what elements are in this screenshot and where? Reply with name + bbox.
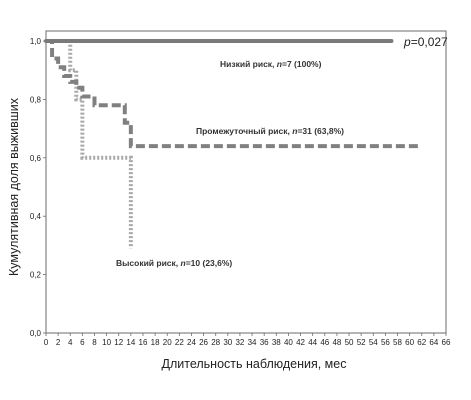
x-tick-label: 40 [284, 338, 293, 347]
y-axis-title: Кумулятивная доля выживших [7, 97, 21, 276]
x-tick-label: 2 [56, 338, 61, 347]
y-tick-label: 0,6 [30, 154, 42, 163]
p-value: p=0,027 [403, 35, 448, 49]
x-tick-label: 16 [139, 338, 148, 347]
x-tick-label: 34 [248, 338, 257, 347]
x-tick-label: 56 [381, 338, 390, 347]
x-tick-label: 46 [320, 338, 329, 347]
label-intermediate-risk: Промежуточный риск, n=31 (63,8%) [196, 126, 344, 136]
series-group [44, 39, 422, 249]
x-tick-label: 60 [405, 338, 414, 347]
x-tick-label: 18 [151, 338, 160, 347]
x-tick-label: 8 [92, 338, 97, 347]
x-tick-label: 28 [211, 338, 220, 347]
x-axis-title: Длительность наблюдения, мес [162, 357, 347, 371]
x-tick-label: 14 [126, 338, 135, 347]
x-tick-label: 62 [417, 338, 426, 347]
label-low-risk: Низкий риск, n=7 (100%) [220, 59, 322, 69]
x-tick-label: 52 [357, 338, 366, 347]
x-tick-label: 38 [272, 338, 281, 347]
x-tick-label: 42 [296, 338, 305, 347]
series-high-risk [46, 39, 133, 249]
plot-border [45, 30, 447, 334]
x-tick-label: 50 [345, 338, 354, 347]
series-intermediate-risk [46, 39, 422, 149]
x-tick-label: 48 [332, 338, 341, 347]
plot-frame [45, 30, 447, 334]
x-tick-label: 20 [163, 338, 172, 347]
x-tick-label: 32 [235, 338, 244, 347]
x-tick-label: 30 [223, 338, 232, 347]
y-tick-label: 0,0 [30, 329, 42, 338]
y-tick-label: 1,0 [30, 37, 42, 46]
x-tick-label: 36 [260, 338, 269, 347]
y-tick-label: 0,8 [30, 95, 42, 104]
x-tick-label: 64 [429, 338, 438, 347]
x-tick-label: 10 [102, 338, 111, 347]
y-tick-label: 0,2 [30, 271, 42, 280]
x-tick-label: 6 [80, 338, 85, 347]
x-tick-label: 44 [308, 338, 317, 347]
axes: 0 2 4 6 8 10 12 14 16 18 20 22 24 26 28 30 32 34 36 38 40 42 4… [7, 37, 451, 371]
x-tick-label: 4 [68, 338, 73, 347]
x-tick-label: 0 [44, 338, 49, 347]
x-tick-label: 66 [442, 338, 451, 347]
x-tick-label: 58 [393, 338, 402, 347]
labels-group: Низкий риск, n=7 (100%) Промежуточный рис… [116, 35, 448, 268]
x-tick-label: 54 [369, 338, 378, 347]
label-high-risk: Высокий риск, n=10 (23,6%) [116, 258, 232, 268]
x-tick-label: 22 [175, 338, 184, 347]
x-tick-label: 24 [187, 338, 196, 347]
y-tick-label: 0,4 [30, 212, 42, 221]
x-tick-label: 12 [114, 338, 123, 347]
x-tick-label: 26 [199, 338, 208, 347]
